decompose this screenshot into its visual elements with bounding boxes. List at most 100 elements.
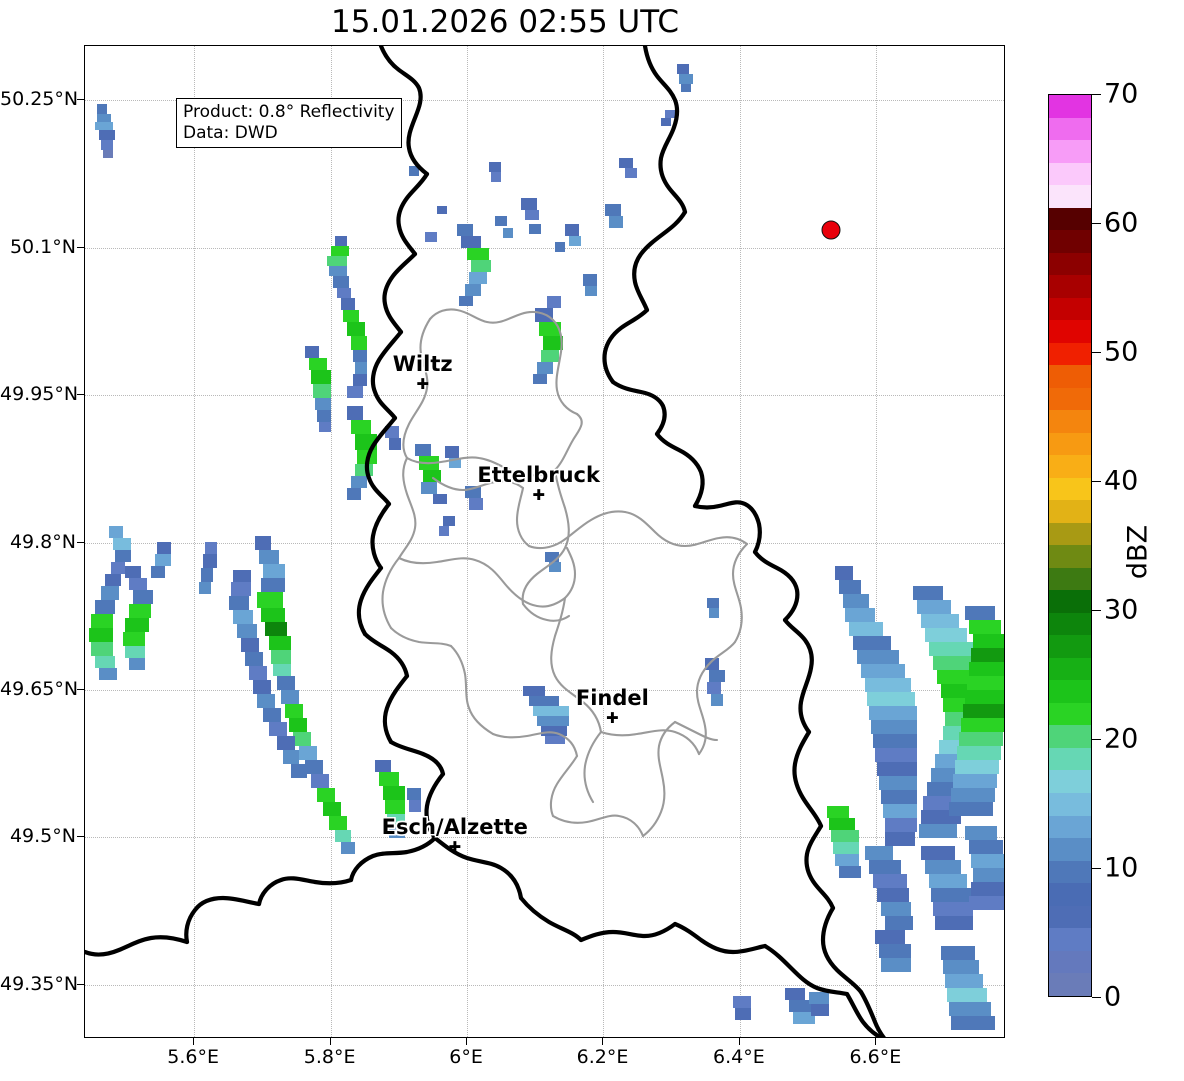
radar-echo-cell	[967, 676, 1004, 690]
colorbar-band	[1049, 185, 1091, 208]
data-source-line: Data: DWD	[183, 122, 278, 143]
radar-echo-cell	[437, 206, 447, 214]
radar-echo-cell	[549, 562, 561, 572]
radar-echo-cell	[129, 604, 151, 618]
radar-echo-cell	[917, 600, 951, 614]
radar-echo-cell	[971, 854, 1004, 868]
radar-echo-cell	[95, 122, 113, 130]
radar-echo-cell	[333, 276, 349, 288]
radar-echo-cell	[875, 930, 905, 944]
radar-echo-cell	[921, 846, 955, 860]
radar-echo-cell	[355, 434, 377, 450]
radar-echo-cell	[445, 446, 459, 458]
colorbar-tick	[1092, 223, 1101, 224]
radar-echo-cell	[529, 224, 541, 234]
radar-echo-cell	[705, 658, 719, 670]
city-marker-wiltz[interactable]: Wiltz ✚	[393, 352, 453, 392]
radar-echo-cell	[849, 622, 883, 636]
colorbar-band	[1049, 387, 1091, 411]
radar-echo-cell	[535, 308, 553, 322]
city-marker-esch-alzette[interactable]: Esch/Alzette ✚	[382, 815, 528, 855]
radar-echo-cell	[619, 158, 633, 168]
gridline-lat	[85, 247, 1004, 249]
radar-echo-cell	[283, 750, 299, 764]
radar-echo-cell	[291, 764, 307, 778]
radar-echo-cell	[929, 874, 967, 888]
colorbar-tick-label-7: 0	[1104, 981, 1122, 1013]
colorbar-band	[1049, 928, 1091, 951]
radar-echo-cell	[877, 888, 909, 902]
colorbar-tick-label-6: 10	[1104, 852, 1139, 884]
radar-echo-cell	[379, 772, 399, 786]
colorbar-band	[1049, 792, 1091, 816]
radar-echo-cell	[871, 720, 917, 734]
radar-echo-cell	[203, 554, 217, 568]
radar-echo-cell	[971, 882, 1004, 896]
radar-map[interactable]: Wiltz ✚ Ettelbruck ✚ Findel ✚ Esch/Alzette ✚ Pr…	[84, 45, 1005, 1038]
radar-echo-cell	[459, 296, 473, 306]
radar-echo-cell	[949, 1002, 991, 1016]
colorbar-band	[1049, 657, 1091, 681]
radar-echo-cell	[941, 946, 975, 960]
radar-echo-cell	[469, 272, 487, 284]
colorbar-title: dBZ	[1122, 524, 1154, 580]
radar-echo-cell	[269, 636, 291, 650]
city-marker-findel[interactable]: Findel ✚	[576, 686, 649, 726]
radar-echo-cell	[263, 564, 285, 578]
radar-echo-cell	[95, 600, 115, 614]
radar-echo-cell	[735, 1008, 751, 1020]
colorbar-band	[1049, 117, 1091, 141]
radar-echo-cell	[533, 374, 547, 384]
radar-echo-cell	[503, 228, 513, 238]
colorbar-band	[1049, 815, 1091, 839]
radar-echo-cell	[299, 746, 317, 760]
colorbar[interactable]	[1048, 94, 1092, 997]
radar-echo-cell	[383, 786, 405, 800]
radar-echo-cell	[827, 806, 849, 818]
colorbar-tick	[1092, 481, 1101, 482]
radar-echo-cell	[545, 736, 565, 744]
radar-echo-cell	[281, 690, 299, 704]
gridline-lat	[85, 395, 1004, 397]
radar-echo-cell	[125, 566, 141, 578]
colorbar-band	[1049, 410, 1091, 433]
gridline-lon	[467, 46, 469, 1037]
radar-echo-cell	[91, 642, 113, 656]
colorbar-band	[1049, 140, 1091, 163]
radar-echo-cell	[331, 246, 349, 256]
radar-echo-cell	[969, 620, 1001, 634]
radar-echo-cell	[867, 692, 915, 706]
radar-echo-cell	[315, 398, 331, 410]
gridline-lat	[85, 100, 1004, 102]
radar-echo-cell	[309, 358, 327, 370]
radar-site-marker[interactable]	[821, 220, 841, 240]
radar-echo-cell	[833, 842, 859, 854]
radar-echo-cell	[335, 830, 351, 842]
radar-echo-cell	[125, 646, 145, 658]
radar-echo-cell	[961, 718, 1004, 732]
radar-echo-cell	[353, 374, 367, 386]
city-marker-ettelbruck[interactable]: Ettelbruck ✚	[477, 463, 600, 503]
radar-echo-cell	[625, 168, 637, 178]
radar-echo-cell	[969, 840, 1003, 854]
radar-echo-cell	[351, 336, 367, 350]
radar-echo-cell	[313, 384, 331, 398]
radar-echo-cell	[99, 668, 117, 680]
radar-echo-cell	[929, 642, 975, 656]
radar-echo-cell	[919, 824, 957, 838]
colorbar-band	[1049, 297, 1091, 321]
radar-echo-cell	[343, 310, 359, 322]
radar-echo-cell	[541, 726, 567, 736]
radar-echo-cell	[883, 804, 917, 818]
radar-echo-cell	[491, 172, 501, 182]
radar-echo-cell	[921, 614, 959, 628]
radar-echo-cell	[249, 666, 267, 680]
axis-label-lon-2: 6°E	[449, 1046, 483, 1068]
radar-echo-cell	[839, 866, 861, 878]
tick-lon	[193, 1038, 195, 1045]
colorbar-tick-label-4: 30	[1104, 594, 1139, 626]
axis-label-lat-6: 49.35°N	[0, 972, 79, 995]
borders-layer	[85, 46, 886, 1037]
colorbar-band	[1049, 680, 1091, 703]
radar-echo-cell	[259, 550, 279, 564]
